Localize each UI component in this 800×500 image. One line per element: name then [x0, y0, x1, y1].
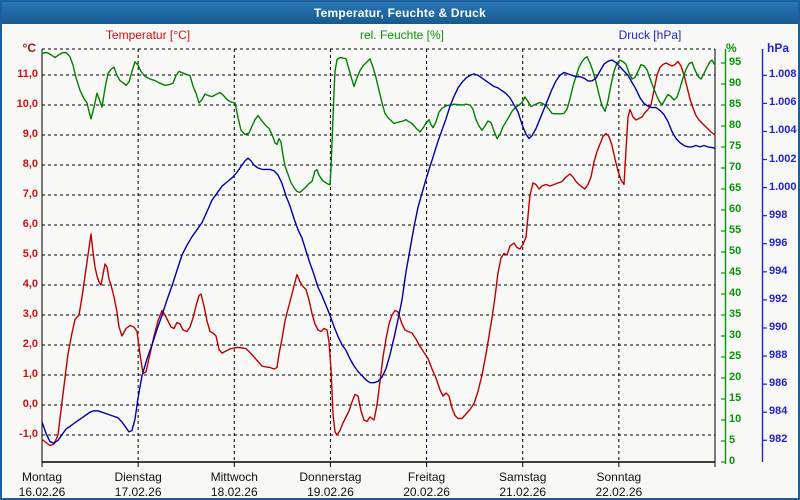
pressure-series	[41, 59, 716, 444]
pressure-tick-label: 990	[769, 320, 788, 333]
pressure-tick-label: 1.008	[769, 68, 797, 81]
humidity-tick-label: 5	[729, 434, 736, 446]
pressure-tick-label: 984	[769, 405, 788, 418]
humidity-axis-unit: %	[726, 41, 737, 55]
day-label: Dienstag	[114, 470, 162, 484]
temp-tick-label: 2,0	[22, 338, 38, 350]
pressure-tick-label: 998	[769, 208, 788, 221]
humidity-tick-label: 75	[729, 140, 742, 152]
pressure-tick-label: 996	[769, 236, 788, 249]
temp-tick-label: 9,0	[22, 128, 38, 140]
humidity-tick-label: 35	[729, 308, 742, 320]
humidity-series	[41, 51, 716, 194]
day-label: Sonntag	[596, 470, 642, 484]
humidity-tick-label: 10	[729, 413, 742, 425]
date-label: 17.02.26	[114, 485, 162, 499]
pressure-tick-label: 1.002	[769, 152, 797, 165]
temp-tick-label: 1,0	[22, 368, 38, 380]
temperature-series	[41, 60, 716, 447]
humidity-tick-label: 40	[729, 287, 742, 299]
humidity-tick-label: 15	[729, 392, 742, 404]
legend-temperature: Temperatur [°C]	[105, 28, 191, 42]
humidity-tick-label: 65	[729, 182, 742, 194]
humidity-tick-label: 90	[729, 77, 742, 89]
legend-pressure: Druck [hPa]	[618, 28, 682, 42]
temp-tick-label: 4,0	[22, 278, 38, 290]
temp-axis-unit: °C	[22, 41, 36, 55]
day-label: Samstag	[499, 470, 547, 484]
humidity-tick-label: 80	[729, 119, 742, 131]
humidity-tick-label: 30	[729, 329, 742, 341]
day-label: Mittwoch	[210, 470, 258, 484]
temp-tick-label: 7,0	[22, 188, 38, 200]
pressure-tick-label: 982	[769, 433, 788, 446]
day-label: Freitag	[407, 470, 446, 484]
humidity-tick-label: 45	[729, 266, 742, 278]
pressure-tick-label: 1.006	[769, 96, 797, 109]
day-label: Donnerstag	[299, 470, 362, 484]
temp-tick-label: 5,0	[22, 248, 38, 260]
pressure-tick-label: 986	[769, 377, 788, 390]
title-bar: Temperatur, Feuchte & Druck	[2, 2, 798, 24]
date-label: 16.02.26	[18, 485, 66, 499]
day-label: Montag	[21, 470, 63, 484]
pressure-tick-label: 988	[769, 349, 788, 362]
pressure-axis-unit: hPa	[767, 41, 790, 55]
temp-tick-label: 0,0	[22, 398, 38, 410]
humidity-tick-label: 60	[729, 203, 742, 215]
date-label: 22.02.26	[595, 485, 643, 499]
humidity-tick-label: 85	[729, 98, 742, 110]
date-label: 21.02.26	[499, 485, 547, 499]
pressure-tick-label: 992	[769, 292, 788, 305]
humidity-tick-label: 70	[729, 161, 742, 173]
temp-tick-label: 6,0	[22, 218, 38, 230]
humidity-tick-label: 25	[729, 350, 742, 362]
date-label: 19.02.26	[307, 485, 354, 499]
humidity-tick-label: 95	[729, 56, 742, 68]
temp-tick-label: 11,0	[17, 68, 38, 80]
humidity-tick-label: 50	[729, 245, 742, 257]
humidity-tick-label: 55	[729, 224, 742, 236]
humidity-tick-label: 0	[729, 455, 736, 467]
date-label: 20.02.26	[403, 485, 450, 499]
temp-tick-label: -1,0	[19, 428, 38, 440]
temp-tick-label: 10,0	[16, 98, 38, 110]
window-title: Temperatur, Feuchte & Druck	[314, 6, 486, 20]
humidity-tick-label: 20	[729, 371, 742, 383]
date-label: 18.02.26	[210, 485, 258, 499]
temp-tick-label: 8,0	[22, 158, 38, 170]
temp-tick-label: 3,0	[22, 308, 38, 320]
pressure-tick-label: 994	[769, 264, 788, 277]
pressure-tick-label: 1.004	[769, 124, 797, 137]
pressure-tick-label: 1.000	[769, 180, 797, 193]
legend-humidity: rel. Feuchte [%]	[359, 28, 445, 42]
